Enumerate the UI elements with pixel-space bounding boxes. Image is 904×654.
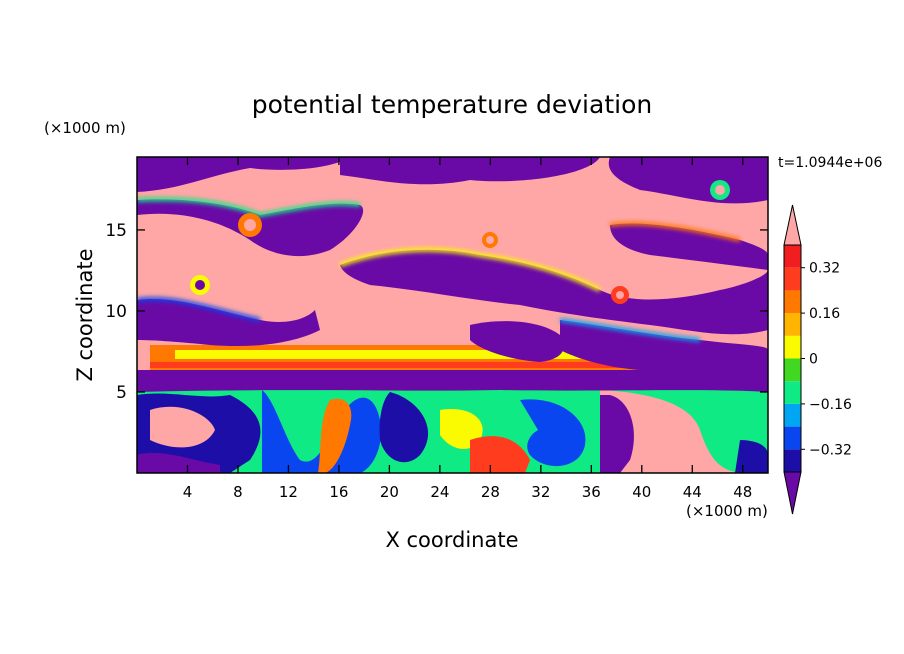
contour-lower-warm (150, 406, 215, 448)
contour-lower-darkblue-east (735, 440, 768, 473)
x-axis-ticks: 4 8 12 16 20 24 28 32 36 40 44 48 (183, 157, 752, 501)
contour-upper-cold-patches (137, 157, 768, 382)
colorbar-swatch (784, 267, 801, 291)
x-tick-label: 32 (531, 483, 550, 501)
colorbar-swatch (784, 335, 801, 359)
x-tick-label: 16 (329, 483, 348, 501)
colorbar: −0.32 −0.16 0 0.16 0.32 (783, 204, 852, 515)
contour-boundary-purple (137, 370, 768, 392)
contour-lower-deep-purple (137, 452, 220, 473)
contour-lower-swirl-blue (520, 399, 586, 467)
contour-patch-left-shelf (137, 299, 320, 347)
contour-patch-mid-center (340, 249, 768, 335)
x-axis-title: X coordinate (385, 528, 518, 552)
contour-lower-dark-blue (379, 392, 429, 463)
colorbar-tick-label: 0.32 (809, 261, 840, 277)
time-label: t=1.0944e+06 (778, 155, 882, 171)
colorbar-tick-label: 0.16 (809, 306, 840, 322)
fringe-blue (137, 297, 261, 322)
x-tick-label: 40 (632, 483, 651, 501)
y-axis-ticks: 5 10 15 (105, 221, 768, 403)
plot-frame (136, 156, 769, 474)
x-tick-label: 8 (233, 483, 243, 501)
contour-patch-right-shelf (560, 320, 768, 382)
contour-lower-purple-east (600, 395, 634, 473)
contour-inversion-yellow (175, 350, 705, 359)
colorbar-tick-label: 0 (809, 352, 818, 368)
y-tick-label: 5 (116, 383, 127, 403)
contour-patch-top-left (137, 157, 350, 192)
x-tick-label: 24 (430, 483, 449, 501)
colorbar-swatch (784, 449, 801, 472)
colorbar-swatch (784, 245, 801, 268)
fringe-green (137, 197, 361, 218)
x-tick-label: 48 (733, 483, 752, 501)
contour-lower-layer (137, 385, 768, 473)
colorbar-swatch (784, 290, 801, 314)
x-tick-label: 12 (279, 483, 298, 501)
fringe-orange (609, 221, 741, 242)
colorbar-swatch (784, 426, 801, 450)
contour-field (137, 157, 768, 473)
x-tick-label: 20 (380, 483, 399, 501)
contour-lower-yellow (440, 409, 483, 450)
y-tick-label: 10 (105, 302, 127, 322)
colorbar-swatch (784, 313, 801, 336)
x-axis-unit-label: (×1000 m) (686, 502, 768, 520)
x-tick-label: 28 (481, 483, 500, 501)
colorbar-swatch (784, 381, 801, 404)
contour-patch-right-upper (610, 223, 768, 270)
colorbar-extend-max (783, 204, 802, 246)
contour-fringes (137, 197, 741, 342)
contour-lower-orange-plume (318, 398, 352, 473)
y-axis-unit-label: (×1000 m) (44, 119, 126, 137)
y-axis-title: Z coordinate (73, 248, 97, 381)
blob-5-core (486, 236, 494, 244)
fringe-yellow (339, 247, 601, 292)
fringe-cyan (559, 318, 701, 342)
x-tick-label: 36 (582, 483, 601, 501)
contour-patch-top-center (340, 157, 600, 185)
colorbar-swatch (784, 403, 801, 427)
colorbar-extend-min (783, 471, 802, 515)
contour-small-blobs (190, 180, 730, 304)
x-tick-label: 44 (683, 483, 702, 501)
chart-title: potential temperature deviation (252, 90, 652, 119)
contour-lower-red-swirl (470, 436, 530, 473)
contour-lower-pink-east (600, 390, 740, 473)
colorbar-tick-label: −0.16 (809, 397, 852, 413)
contour-lower-blue-plume (262, 390, 381, 473)
blob-3-core (616, 291, 624, 299)
blob-2-core (195, 280, 205, 290)
colorbar-tick-label: −0.32 (809, 442, 852, 458)
blob-1-core (244, 219, 256, 231)
x-tick-label: 4 (183, 483, 193, 501)
contour-inversion-red (150, 362, 740, 368)
y-tick-label: 15 (105, 221, 127, 241)
blob-4-core (715, 185, 725, 195)
colorbar-swatch (784, 358, 801, 382)
contour-patch-center-low (470, 321, 564, 362)
